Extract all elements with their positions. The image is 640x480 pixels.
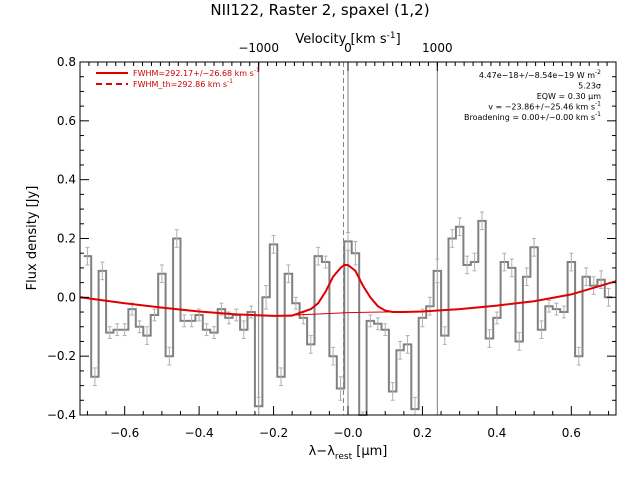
- top-axis-title: Velocity [km s-1]: [295, 31, 400, 47]
- top-tick-label: −1000: [238, 41, 279, 55]
- series-layer: [79, 211, 617, 416]
- y-tick-label: 0.6: [57, 114, 76, 128]
- x-axis-sub: rest: [335, 452, 353, 462]
- x-tick-label: 0.4: [487, 426, 506, 440]
- spectrum-histogram: [83, 219, 613, 416]
- fit-annotation: 4.47e−18+/−8.54e−19 W m-2: [479, 69, 601, 80]
- x-tick-label: 0.2: [413, 426, 432, 440]
- svg-text:Velocity [km s-1]: Velocity [km s-1]: [295, 31, 400, 47]
- x-tick-label: −0.2: [259, 426, 288, 440]
- legend-label: FWHM_th=292.86 km s-1: [133, 78, 233, 89]
- top-tick-labels: −1000 0 1000: [238, 41, 452, 55]
- x-tick-label: −0.6: [110, 426, 139, 440]
- top-tick-label: 0: [344, 41, 352, 55]
- baseline-line: [79, 280, 617, 317]
- legend-label: FWHM=292.17+/−26.68 km s-1: [133, 67, 260, 78]
- y-tick-label: 0.0: [57, 290, 76, 304]
- y-tick-labels: −0.4 −0.2 0.0 0.2 0.4 0.6 0.8: [47, 55, 76, 422]
- chart-title: NII122, Raster 2, spaxel (1,2): [210, 1, 429, 19]
- y-tick-label: −0.2: [47, 349, 76, 363]
- y-tick-label: 0.8: [57, 55, 76, 69]
- y-tick-label: 0.4: [57, 173, 76, 187]
- y-axis-title: Flux density [Jy]: [25, 186, 40, 291]
- x-tick-label: 0.6: [562, 426, 581, 440]
- axes: [79, 61, 617, 416]
- y-tick-label: −0.4: [47, 408, 76, 422]
- y-tick-label: 0.2: [57, 232, 76, 246]
- legend: FWHM=292.17+/−26.68 km s-1FWHM_th=292.86…: [96, 67, 260, 89]
- top-axis-close: ]: [396, 32, 401, 47]
- top-axis-label: Velocity [km s: [295, 32, 387, 47]
- x-tick-labels: −0.6 −0.4 −0.2 −0.0 0.2 0.4 0.6: [110, 426, 581, 440]
- x-axis-unit: [μm]: [352, 444, 387, 459]
- x-tick-label: −0.4: [185, 426, 214, 440]
- x-axis-title: λ−λrest [μm]: [309, 444, 388, 462]
- fit-annotation: EQW = 0.30 μm: [537, 92, 601, 101]
- x-axis-label: λ−λ: [309, 444, 336, 459]
- fit-annotation: 5.23σ: [578, 82, 601, 91]
- fit-annotation: v = −23.86+/−25.46 km s-1: [488, 101, 601, 112]
- x-tick-label: −0.0: [333, 426, 362, 440]
- top-tick-label: 1000: [422, 41, 453, 55]
- svg-text:λ−λrest [μm]: λ−λrest [μm]: [309, 444, 388, 462]
- top-axis-sup: -1: [387, 31, 396, 41]
- fit-annotation: Broadening = 0.00+/−0.00 km s-1: [464, 111, 601, 122]
